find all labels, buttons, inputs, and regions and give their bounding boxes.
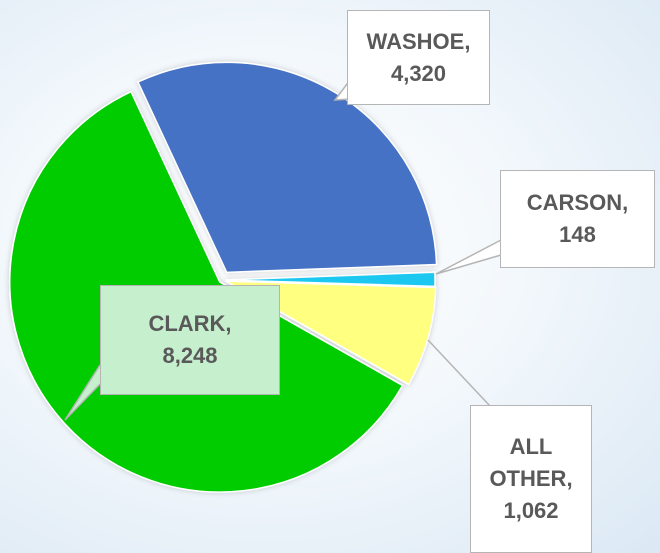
leader — [427, 339, 491, 407]
leader — [64, 364, 101, 421]
value-label: 148 — [559, 222, 596, 247]
pie-slice — [224, 271, 436, 288]
pie — [9, 61, 438, 493]
data-label: WASHOE, 4,320 — [347, 10, 490, 105]
pie-slice — [136, 61, 438, 274]
value-label: 4,320 — [390, 60, 447, 86]
value-label: 8,248 — [162, 343, 218, 368]
leader — [435, 239, 502, 275]
category-label: ALL OTHER, — [489, 434, 573, 491]
value-label: 1,062 — [503, 498, 559, 523]
category-label: CLARK, — [148, 311, 232, 336]
category-label: WASHOE, — [366, 28, 471, 54]
data-label: CARSON, 148 — [500, 170, 655, 268]
category-label: CARSON, — [526, 190, 629, 215]
data-label: ALL OTHER, 1,062 — [470, 405, 592, 553]
data-label: CLARK, 8,248 — [100, 285, 280, 395]
